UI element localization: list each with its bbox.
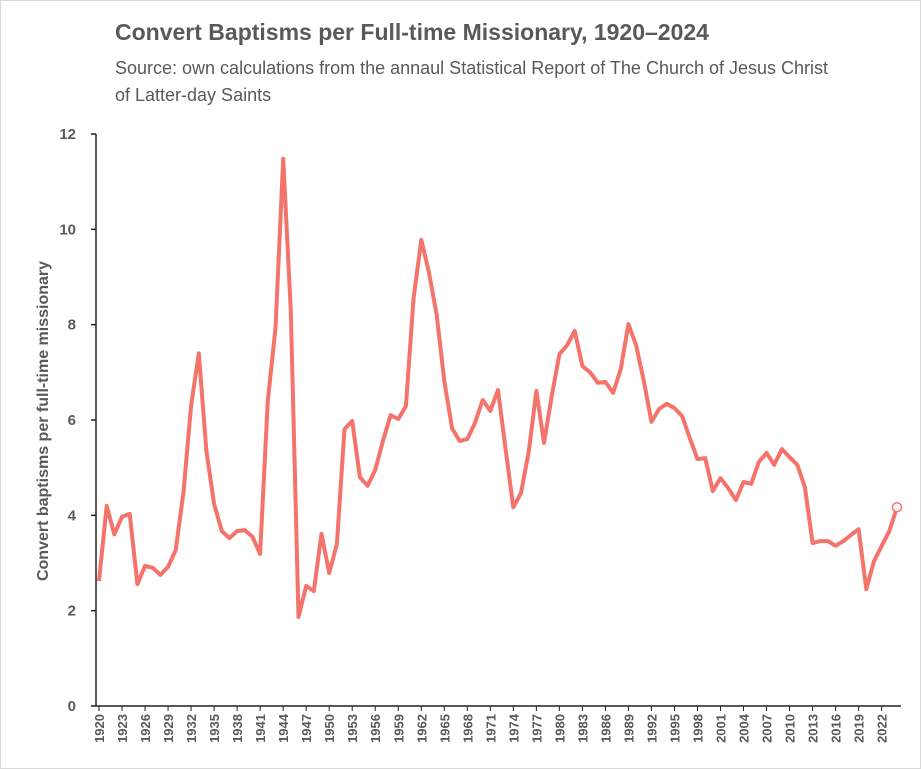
x-tick-label: 2010 xyxy=(783,714,798,743)
x-tick-label: 2013 xyxy=(806,714,821,743)
x-tick-label: 2019 xyxy=(852,714,867,743)
x-tick-label: 1977 xyxy=(529,714,544,743)
x-tick-label: 1953 xyxy=(345,714,360,743)
x-tick-label: 1932 xyxy=(184,714,199,743)
chart-title: Convert Baptisms per Full-time Missionar… xyxy=(115,19,709,45)
y-tick-label: 2 xyxy=(68,603,76,620)
y-tick-label: 10 xyxy=(59,221,76,238)
x-tick-label: 1941 xyxy=(253,714,268,743)
x-tick-label: 1962 xyxy=(414,714,429,743)
x-tick-label: 1983 xyxy=(575,714,590,743)
y-tick-label: 4 xyxy=(68,507,77,524)
x-tick-label: 1989 xyxy=(621,714,636,743)
x-tick-label: 2022 xyxy=(875,714,890,743)
x-tick-label: 1959 xyxy=(391,714,406,743)
x-tick-label: 1947 xyxy=(299,714,314,743)
x-tick-label: 1950 xyxy=(322,714,337,743)
x-tick-label: 2016 xyxy=(829,714,844,743)
x-tick-label: 1968 xyxy=(460,714,475,743)
y-axis-label: Convert baptisms per full-time missionar… xyxy=(35,261,52,581)
x-tick-label: 1956 xyxy=(368,714,383,743)
x-tick-label: 1971 xyxy=(483,714,498,743)
x-tick-label: 1965 xyxy=(437,714,452,743)
y-tick-label: 8 xyxy=(68,317,76,334)
y-tick-label: 6 xyxy=(68,412,76,429)
data-line xyxy=(97,156,899,619)
x-tick-label: 2007 xyxy=(760,714,775,743)
x-tick-label: 2001 xyxy=(714,714,729,743)
x-tick-label: 1935 xyxy=(207,714,222,743)
x-tick-label: 1929 xyxy=(161,714,176,743)
x-tick-label: 1986 xyxy=(598,714,613,743)
x-tick-label: 1998 xyxy=(691,714,706,743)
chart-subtitle: Source: own calculations from the annaul… xyxy=(115,58,829,105)
x-tick-label: 1926 xyxy=(138,714,153,743)
x-tick-label: 1923 xyxy=(115,714,130,743)
last-point-marker xyxy=(891,501,903,513)
x-tick-label: 1995 xyxy=(667,714,682,743)
x-tick-label: 2004 xyxy=(737,713,752,743)
x-tick-label: 1974 xyxy=(506,713,521,743)
x-tick-label: 1992 xyxy=(644,714,659,743)
x-tick-label: 1920 xyxy=(92,714,107,743)
x-tick-label: 1938 xyxy=(230,714,245,743)
y-tick-label: 0 xyxy=(68,698,76,715)
x-tick-label: 1944 xyxy=(276,713,291,743)
x-tick-label: 1980 xyxy=(552,714,567,743)
y-tick-label: 12 xyxy=(59,126,76,143)
